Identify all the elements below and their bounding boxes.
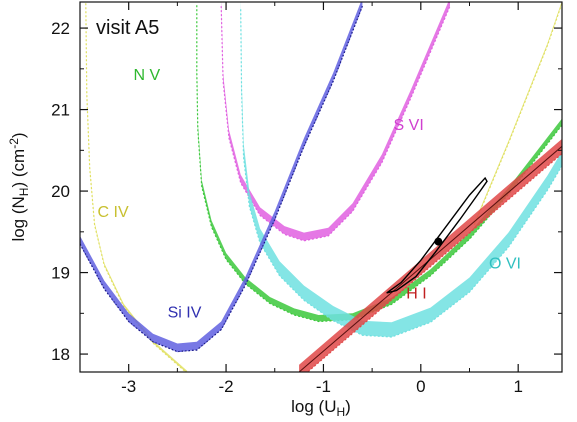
x-axis-title: log (UH) [291,397,351,419]
plot-area [80,2,562,372]
edge-c-iv-2 [473,3,562,226]
x-tick-label: 0 [416,377,425,396]
band-c-iv-2 [474,2,562,225]
edge-s-vi [220,5,451,242]
solution-contour [386,176,488,294]
y-axis-title: log (NH) (cm-2) [7,132,31,241]
axis-ticks: -3 -2 -1 0 1 18 19 20 21 22 [51,2,562,396]
y-tick-label: 19 [51,264,70,283]
series-o-vi [240,2,562,338]
y-tick-label: 22 [51,19,70,38]
label-s-vi: S VI [394,117,424,134]
x-tick-label: -1 [316,377,331,396]
series-n-v [196,2,562,323]
y-tick-label: 21 [51,101,70,120]
label-c-iv: C IV [98,204,129,221]
edge-si-iv-dotted [80,5,363,353]
band-c-iv [85,2,188,372]
series-labels: N V S VI O VI C IV Si IV H I [98,67,521,321]
edge-o-vi [240,9,562,338]
series-h-i [299,138,562,372]
plot-frame [79,1,563,373]
x-tick-label: -3 [121,377,136,396]
panel-annotation: visit A5 [96,17,159,39]
edge-n-v [196,5,562,323]
y-tick-label: 20 [51,182,70,201]
best-fit-point [434,237,443,246]
band-h-i [299,138,562,372]
series-s-vi [220,2,451,242]
y-tick-label: 18 [51,345,70,364]
edge-h-i [306,153,562,372]
x-tick-label: 1 [513,377,522,396]
label-n-v: N V [134,67,161,84]
label-h-i: H I [406,286,426,303]
label-si-iv: Si IV [168,304,202,321]
label-o-vi: O VI [489,255,521,272]
x-tick-label: -2 [218,377,233,396]
